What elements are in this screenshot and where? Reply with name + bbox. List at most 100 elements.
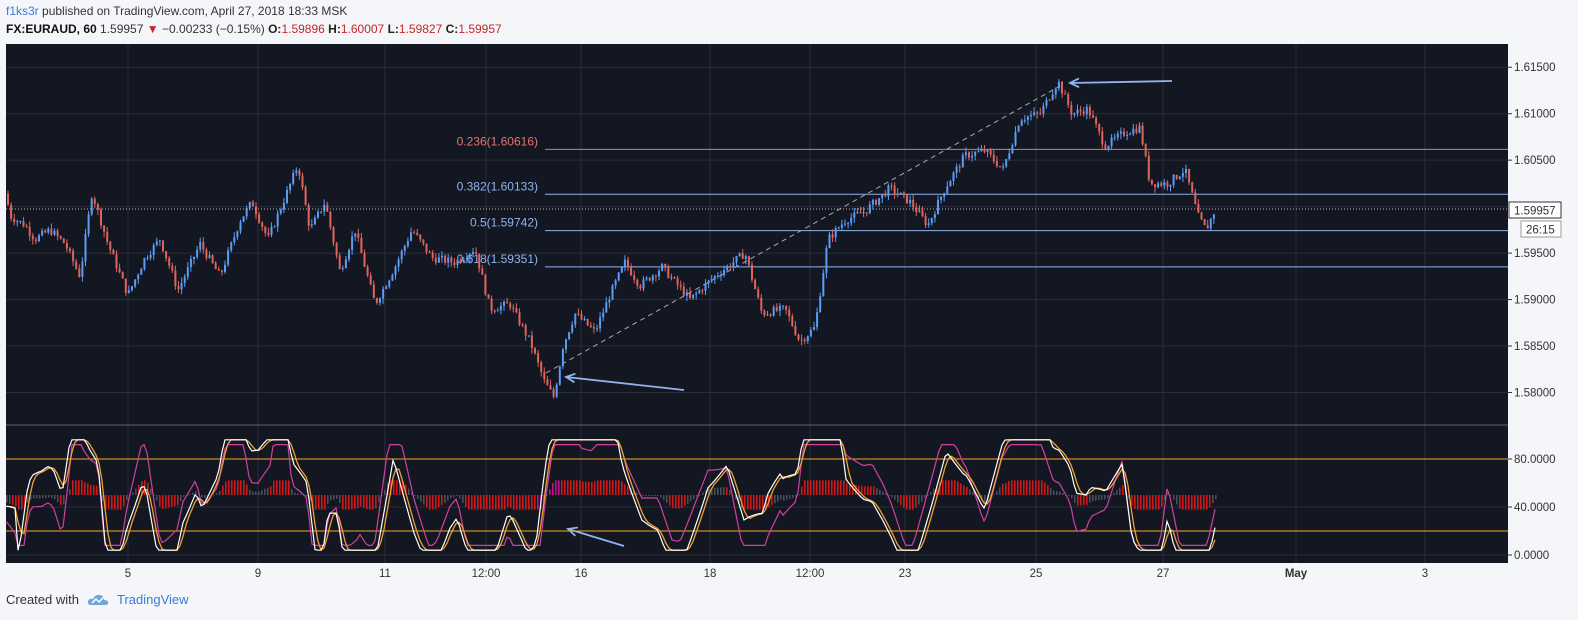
osc-tick-label: 80.0000: [1514, 454, 1556, 466]
candle-body: [124, 278, 127, 293]
hist-bar: [42, 495, 44, 499]
arrow-head[interactable]: [566, 526, 579, 537]
time-axis[interactable]: [6, 563, 1508, 583]
hist-bar: [135, 488, 137, 495]
candle-body: [357, 233, 360, 238]
hist-bar: [222, 485, 224, 495]
candle-body: [270, 226, 273, 235]
candle-body: [763, 310, 766, 316]
hist-bar: [705, 490, 707, 495]
candle-body: [800, 339, 803, 341]
hist-bar: [384, 489, 386, 495]
annotation-arrows[interactable]: [563, 77, 1173, 547]
candle-body: [196, 249, 199, 257]
candle-body: [1088, 106, 1091, 116]
candle-body: [642, 279, 645, 289]
candle-body: [304, 187, 307, 206]
candle-body: [623, 259, 626, 267]
hist-bar: [1158, 495, 1160, 510]
candle-body: [884, 193, 887, 197]
oscillator-histogram: [6, 480, 1217, 510]
hist-bar: [474, 495, 476, 510]
candle-body: [465, 258, 468, 260]
hist-bar: [231, 480, 233, 495]
hist-bar: [711, 487, 713, 495]
price-pane[interactable]: [6, 44, 1508, 425]
open-value: 1.59896: [281, 22, 325, 36]
hist-bar: [627, 486, 629, 495]
hist-bar: [1002, 484, 1004, 495]
candle-body: [602, 312, 605, 318]
hist-bar: [87, 483, 89, 495]
candle-body: [819, 296, 822, 313]
candle-body: [1057, 81, 1060, 89]
candle-body: [1107, 146, 1110, 150]
candle-body: [751, 264, 753, 280]
candle-body: [239, 221, 242, 232]
candle-body: [620, 266, 623, 273]
chart-area[interactable]: 0.236(1.60616) 0.382(1.60133) 0.5(1.59742)…: [0, 40, 1578, 588]
candle-body: [323, 204, 326, 212]
hist-bar: [513, 495, 515, 510]
hist-bar: [798, 494, 800, 496]
hist-bar: [1044, 482, 1046, 495]
hist-bar: [1083, 495, 1085, 506]
hist-bar: [453, 495, 455, 498]
candle-body: [199, 242, 202, 250]
hist-bar: [801, 486, 803, 495]
fib-label: 0.5(1.59742): [470, 216, 538, 230]
fibonacci-retracement[interactable]: 0.236(1.60616) 0.382(1.60133) 0.5(1.59742)…: [457, 134, 1508, 268]
author-link[interactable]: f1ks3r: [6, 4, 39, 18]
candle-body: [1042, 105, 1045, 114]
hist-bar: [375, 495, 377, 509]
price-axis[interactable]: [1508, 44, 1578, 563]
arrow-shaft[interactable]: [567, 528, 625, 547]
candle-body: [1116, 133, 1119, 138]
current-price-value: 1.59957: [1514, 206, 1556, 218]
hist-bar: [6, 495, 8, 503]
candle-body: [459, 259, 462, 262]
candle-body: [868, 204, 871, 214]
hist-bar: [174, 495, 176, 506]
candle-body: [93, 198, 96, 205]
candle-body: [698, 290, 701, 294]
candle-body: [654, 275, 657, 277]
arrow-head[interactable]: [1067, 77, 1080, 88]
price-axis-labels: 1.61500 1.61000 1.60500 1.59500 1.59000 1.585…: [1508, 62, 1556, 399]
candle-body: [462, 259, 465, 262]
candle-body: [794, 325, 797, 335]
arrow-shaft[interactable]: [565, 376, 685, 391]
candle-body: [850, 217, 853, 224]
hist-bar: [879, 489, 881, 495]
candle-body: [809, 329, 812, 337]
hist-bar: [96, 485, 98, 495]
arrow-head[interactable]: [563, 372, 576, 384]
trend-line[interactable]: [545, 85, 1061, 374]
hist-bar: [486, 495, 488, 510]
hist-bar: [681, 495, 683, 508]
candle-body: [788, 309, 791, 317]
hist-bar: [132, 492, 134, 495]
hist-bar: [297, 493, 299, 495]
hist-bar: [1137, 495, 1139, 510]
tradingview-brand-link[interactable]: TradingView: [116, 592, 189, 607]
candle-body: [509, 303, 512, 308]
candle-body: [90, 198, 93, 215]
candle-body: [999, 166, 1001, 168]
x-tick-label: 11: [379, 568, 391, 580]
candle-body: [149, 254, 152, 258]
hist-bar: [204, 495, 206, 498]
candle-body: [242, 216, 245, 222]
hist-bar: [660, 495, 662, 498]
arrow-shaft[interactable]: [1069, 80, 1173, 84]
candle-body: [363, 253, 366, 267]
hist-bar: [105, 495, 107, 510]
hist-bar: [471, 495, 473, 510]
candle-body: [236, 231, 239, 238]
candle-body: [59, 236, 62, 239]
candle-body: [1033, 112, 1036, 116]
candle-body: [921, 210, 924, 217]
candle-body: [955, 166, 958, 173]
hist-bar: [327, 495, 329, 504]
hist-bar: [606, 480, 608, 495]
